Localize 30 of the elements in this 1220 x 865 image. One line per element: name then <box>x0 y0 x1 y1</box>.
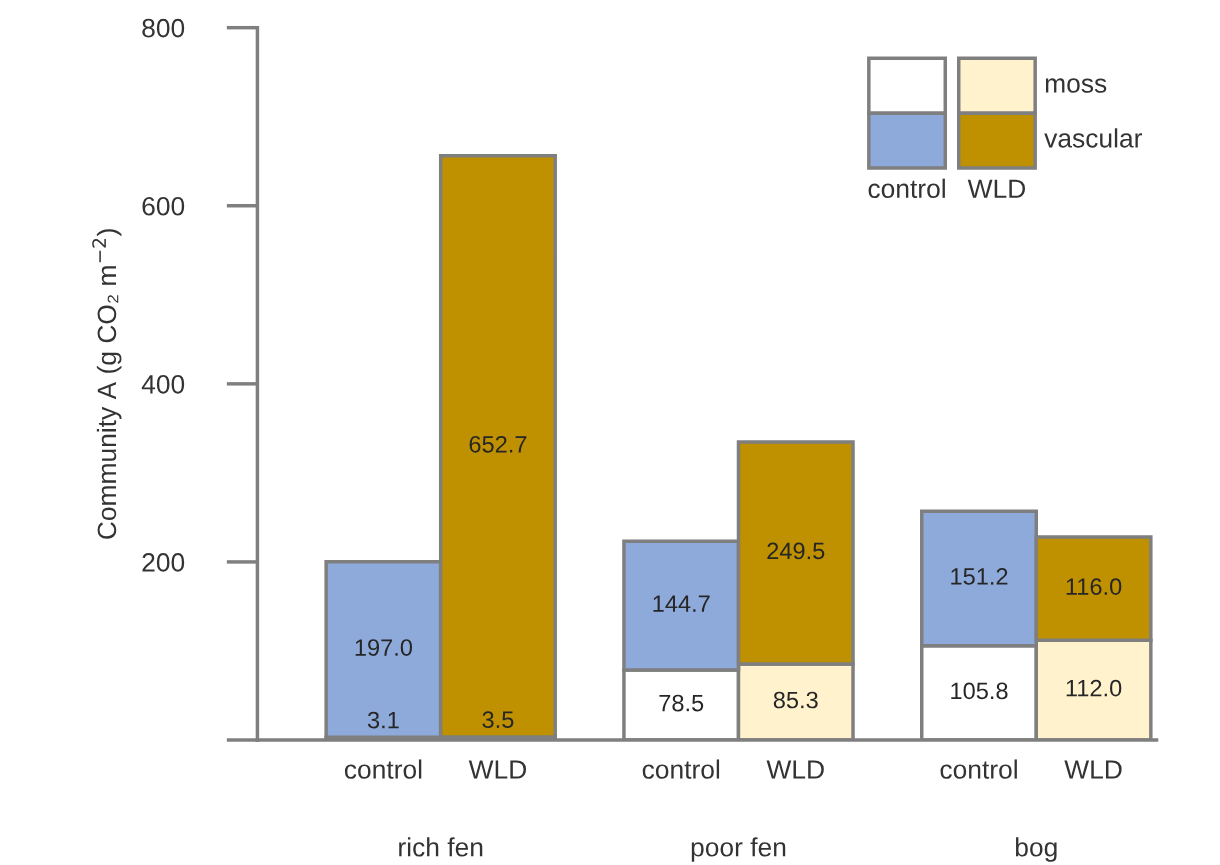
y-tick-label: 600 <box>142 196 185 216</box>
x-tick-label: WLD <box>1064 760 1122 779</box>
text: bog <box>1015 837 1057 862</box>
data-label: 78.5 <box>659 694 704 712</box>
legend-label: moss <box>1045 78 1107 93</box>
x-tick-label: control <box>940 759 1017 779</box>
y-tick-label: 400 <box>141 374 185 394</box>
x-tick-label: control <box>642 759 720 779</box>
data-label: 652.7 <box>469 435 527 453</box>
data-label: 144.7 <box>653 595 710 612</box>
text: rich fen <box>399 837 483 857</box>
text: poor fen <box>691 837 786 862</box>
data-label: 197.0 <box>355 639 413 656</box>
data-label: 249.5 <box>767 542 825 560</box>
data-label: 3.5 <box>482 711 514 729</box>
data-label: 112.0 <box>1066 679 1122 697</box>
data-label: 105.8 <box>951 682 1008 700</box>
x-tick-label: control <box>344 759 422 779</box>
category-label: control <box>868 178 945 199</box>
x-tick-label: WLD <box>766 760 824 779</box>
category-label: WLD <box>967 179 1026 198</box>
data-label: 151.2 <box>951 568 1008 585</box>
legend-label: vascular <box>1044 128 1142 148</box>
data-label: 116.0 <box>1066 578 1122 595</box>
y-tick-label: 200 <box>142 553 185 572</box>
y-tick-label: 800 <box>142 18 185 38</box>
data-label: 85.3 <box>773 691 818 709</box>
data-label: 3.1 <box>367 711 399 729</box>
x-tick-label: WLD <box>468 760 527 779</box>
y-axis-title: Community A (g CO₂ m$^{−2}$) <box>92 229 122 539</box>
